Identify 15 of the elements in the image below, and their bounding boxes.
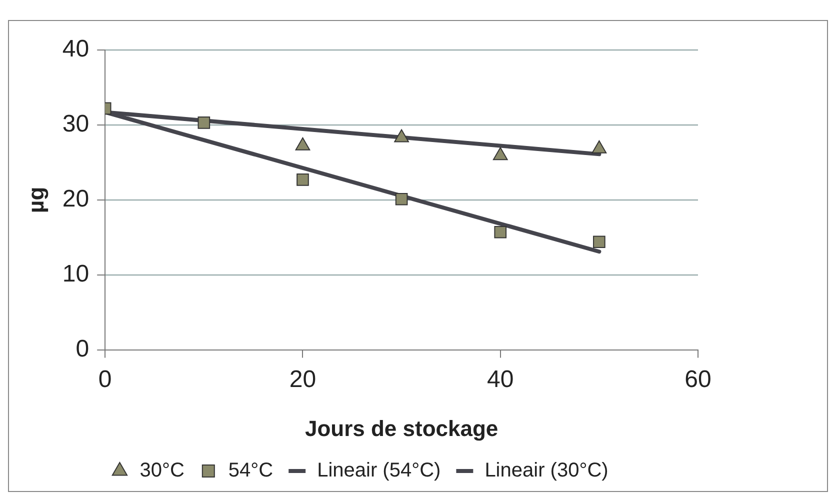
y-tick-label: 40 [62, 36, 90, 63]
y-tick-label: 20 [62, 186, 90, 213]
x-tick-label: 40 [487, 366, 514, 393]
legend-label: Lineair (54°C) [317, 460, 441, 482]
y-tick-label: 30 [62, 110, 90, 138]
x-tick-label: 20 [289, 366, 316, 393]
x-tick-label: 60 [684, 366, 712, 393]
x-axis-title: Jours de stockage [304, 416, 498, 441]
legend-label: 54°C [228, 460, 274, 482]
y-tick-label: 0 [76, 335, 90, 362]
y-axis-title: µg [23, 186, 48, 213]
y-tick-label: 10 [62, 260, 90, 288]
x-tick-label: 0 [98, 366, 112, 393]
legend-label: Lineair (30°C) [484, 460, 608, 482]
legend-label: 30°C [140, 460, 184, 482]
